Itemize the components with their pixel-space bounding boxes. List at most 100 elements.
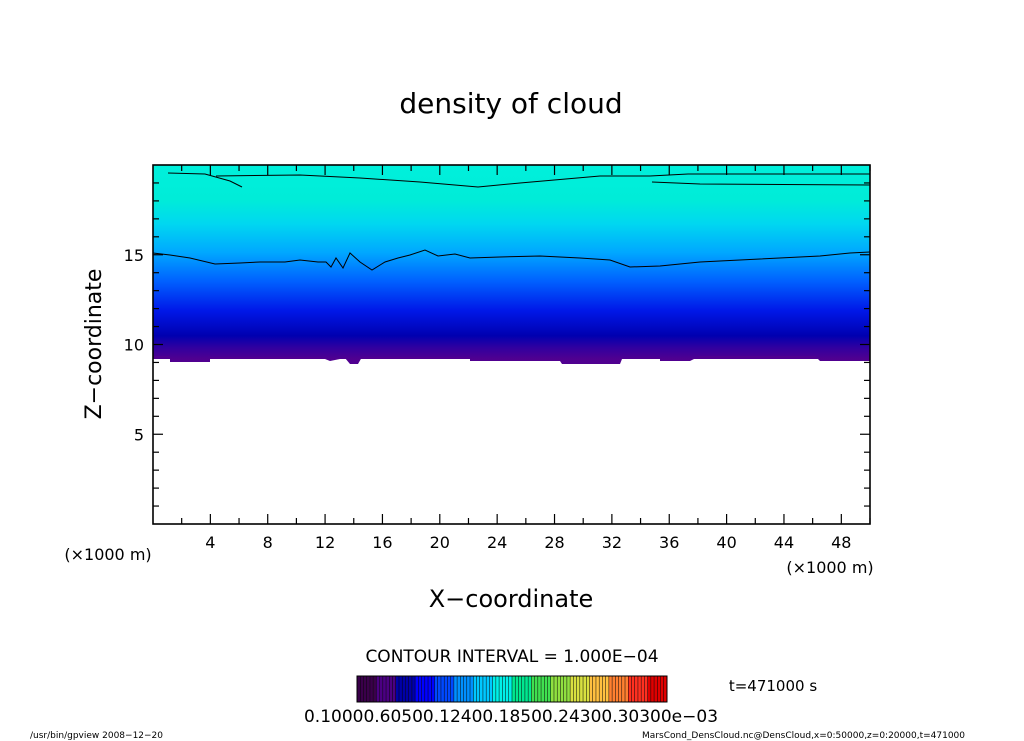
colorbar-cell	[508, 676, 512, 702]
colorbar-cell	[382, 676, 387, 702]
chart-title: density of cloud	[399, 87, 622, 120]
colorbar-cell	[612, 676, 616, 702]
colorbar-cell	[398, 676, 403, 702]
colorbar-cell	[631, 676, 635, 702]
colorbar-cell	[625, 676, 629, 702]
colorbar-cell	[637, 676, 642, 702]
colorbar-cell	[482, 676, 487, 702]
colorbar-cell	[663, 676, 667, 702]
colorbar-cell	[605, 676, 609, 702]
colorbar-cell	[463, 676, 467, 702]
colorbar-cell	[566, 676, 571, 702]
colorbar-cell	[541, 676, 545, 702]
colorbar-cell	[644, 676, 648, 702]
x-axis-unit-right: (×1000 m)	[786, 558, 873, 577]
colorbar-cell	[602, 676, 606, 702]
y-axis-label: Z−coordinate	[82, 269, 107, 420]
colorbar-cell	[524, 676, 529, 702]
colorbar-cell	[505, 676, 509, 702]
colorbar-frame	[356, 675, 668, 703]
colorbar-cell	[589, 676, 593, 702]
colorbar-cell	[608, 676, 613, 702]
y-tick-label: 10	[124, 336, 144, 355]
x-tick-label: 36	[659, 533, 679, 552]
colorbar-cell	[373, 676, 377, 702]
colorbar	[356, 676, 667, 702]
colorbar-cell	[402, 676, 406, 702]
x-tick-label: 32	[602, 533, 622, 552]
contour-interval-label: CONTOUR INTERVAL = 1.000E−04	[365, 647, 658, 667]
colorbar-cell	[428, 676, 432, 702]
x-tick-label: 16	[372, 533, 392, 552]
colorbar-cell	[521, 676, 525, 702]
footer-left: /usr/bin/gpview 2008−12−20	[30, 731, 163, 741]
colorbar-cell	[453, 676, 458, 702]
colorbar-cell	[408, 676, 412, 702]
colorbar-cell	[512, 676, 516, 702]
y-axis-ticks: 5 10 15	[124, 182, 870, 507]
time-label: t=471000 s	[729, 677, 817, 695]
colorbar-cell	[440, 676, 445, 702]
colorbar-cell	[615, 676, 619, 702]
colorbar-cell	[379, 676, 383, 702]
colorbar-cell	[534, 676, 538, 702]
colorbar-cell	[495, 676, 500, 702]
colorbar-cell	[415, 676, 419, 702]
colorbar-labels: 0.10000.60500.12400.18500.24300.30300e−0…	[304, 707, 718, 727]
colorbar-cell	[460, 676, 464, 702]
colorbar-cell	[544, 676, 548, 702]
colorbar-cell	[447, 676, 451, 702]
colorbar-cell	[531, 676, 535, 702]
x-tick-label: 40	[716, 533, 736, 552]
colorbar-cell	[502, 676, 506, 702]
colorbar-cell	[657, 676, 661, 702]
footer-right: MarsCond_DensCloud.nc@DensCloud,x=0:5000…	[642, 731, 965, 741]
colorbar-cell	[395, 676, 399, 702]
colorbar-cell	[560, 676, 564, 702]
colorbar-cell	[366, 676, 370, 702]
colorbar-cell	[444, 676, 448, 702]
colorbar-cell	[628, 676, 632, 702]
colorbar-cell	[592, 676, 596, 702]
colorbar-cell	[576, 676, 580, 702]
colorbar-cell	[553, 676, 558, 702]
colorbar-cell	[586, 676, 590, 702]
colorbar-cell	[479, 676, 483, 702]
colorbar-cell	[434, 676, 438, 702]
colorbar-cell	[528, 676, 532, 702]
colorbar-cell	[418, 676, 422, 702]
colorbar-cell	[450, 676, 454, 702]
x-tick-label: 28	[544, 533, 564, 552]
colorbar-cell	[557, 676, 561, 702]
colorbar-cell	[386, 676, 390, 702]
colorbar-cell	[654, 676, 658, 702]
colorbar-cell	[437, 676, 441, 702]
x-tick-label: 24	[487, 533, 507, 552]
colorbar-cell	[457, 676, 461, 702]
colorbar-cell	[641, 676, 645, 702]
colorbar-cell	[583, 676, 587, 702]
colorbar-cell	[647, 676, 651, 702]
colorbar-cell	[595, 676, 600, 702]
colorbar-cell	[392, 676, 396, 702]
colorbar-cell	[599, 676, 603, 702]
colorbar-cell	[424, 676, 429, 702]
colorbar-cell	[470, 676, 474, 702]
colorbar-cell	[579, 676, 584, 702]
colorbar-cell	[618, 676, 622, 702]
y-tick-label: 15	[124, 246, 144, 265]
x-axis-label: X−coordinate	[429, 585, 594, 613]
colorbar-cell	[405, 676, 409, 702]
x-tick-label: 44	[774, 533, 794, 552]
colorbar-cell	[573, 676, 577, 702]
contour-lower	[152, 249, 871, 271]
x-tick-label: 8	[263, 533, 273, 552]
colorbar-cell	[634, 676, 638, 702]
colorbar-cell	[369, 676, 374, 702]
colorbar-cell	[357, 676, 361, 702]
colorbar-cell	[466, 676, 471, 702]
colorbar-cell	[431, 676, 435, 702]
colorbar-cell	[570, 676, 574, 702]
